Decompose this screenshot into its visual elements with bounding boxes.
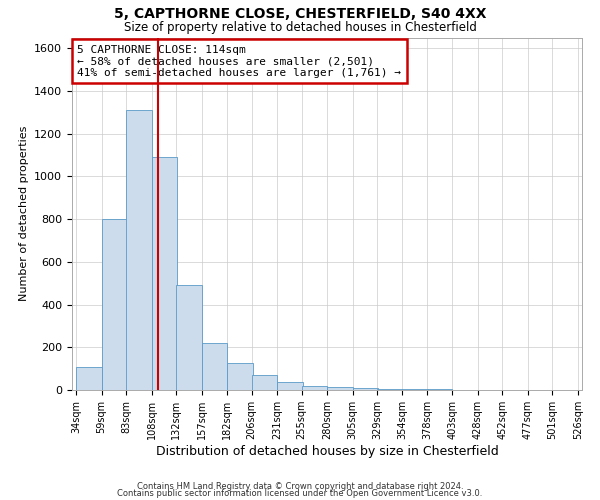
Bar	[152, 157, 177, 390]
Bar	[403, 389, 428, 390]
Bar	[101, 219, 127, 390]
Bar	[377, 389, 403, 390]
Y-axis label: Number of detached properties: Number of detached properties	[19, 126, 29, 302]
Bar	[176, 286, 202, 390]
Text: 5 CAPTHORNE CLOSE: 114sqm
← 58% of detached houses are smaller (2,501)
41% of se: 5 CAPTHORNE CLOSE: 114sqm ← 58% of detac…	[77, 44, 401, 78]
Bar	[302, 386, 327, 390]
Bar	[251, 375, 277, 390]
Bar	[327, 388, 353, 390]
Bar	[202, 343, 227, 390]
Bar	[227, 364, 253, 390]
X-axis label: Distribution of detached houses by size in Chesterfield: Distribution of detached houses by size …	[155, 445, 499, 458]
Text: Contains HM Land Registry data © Crown copyright and database right 2024.: Contains HM Land Registry data © Crown c…	[137, 482, 463, 491]
Bar	[126, 110, 152, 390]
Text: Contains public sector information licensed under the Open Government Licence v3: Contains public sector information licen…	[118, 490, 482, 498]
Text: Size of property relative to detached houses in Chesterfield: Size of property relative to detached ho…	[124, 21, 476, 34]
Bar	[353, 388, 378, 390]
Bar	[277, 382, 302, 390]
Bar	[76, 366, 101, 390]
Text: 5, CAPTHORNE CLOSE, CHESTERFIELD, S40 4XX: 5, CAPTHORNE CLOSE, CHESTERFIELD, S40 4X…	[114, 8, 486, 22]
